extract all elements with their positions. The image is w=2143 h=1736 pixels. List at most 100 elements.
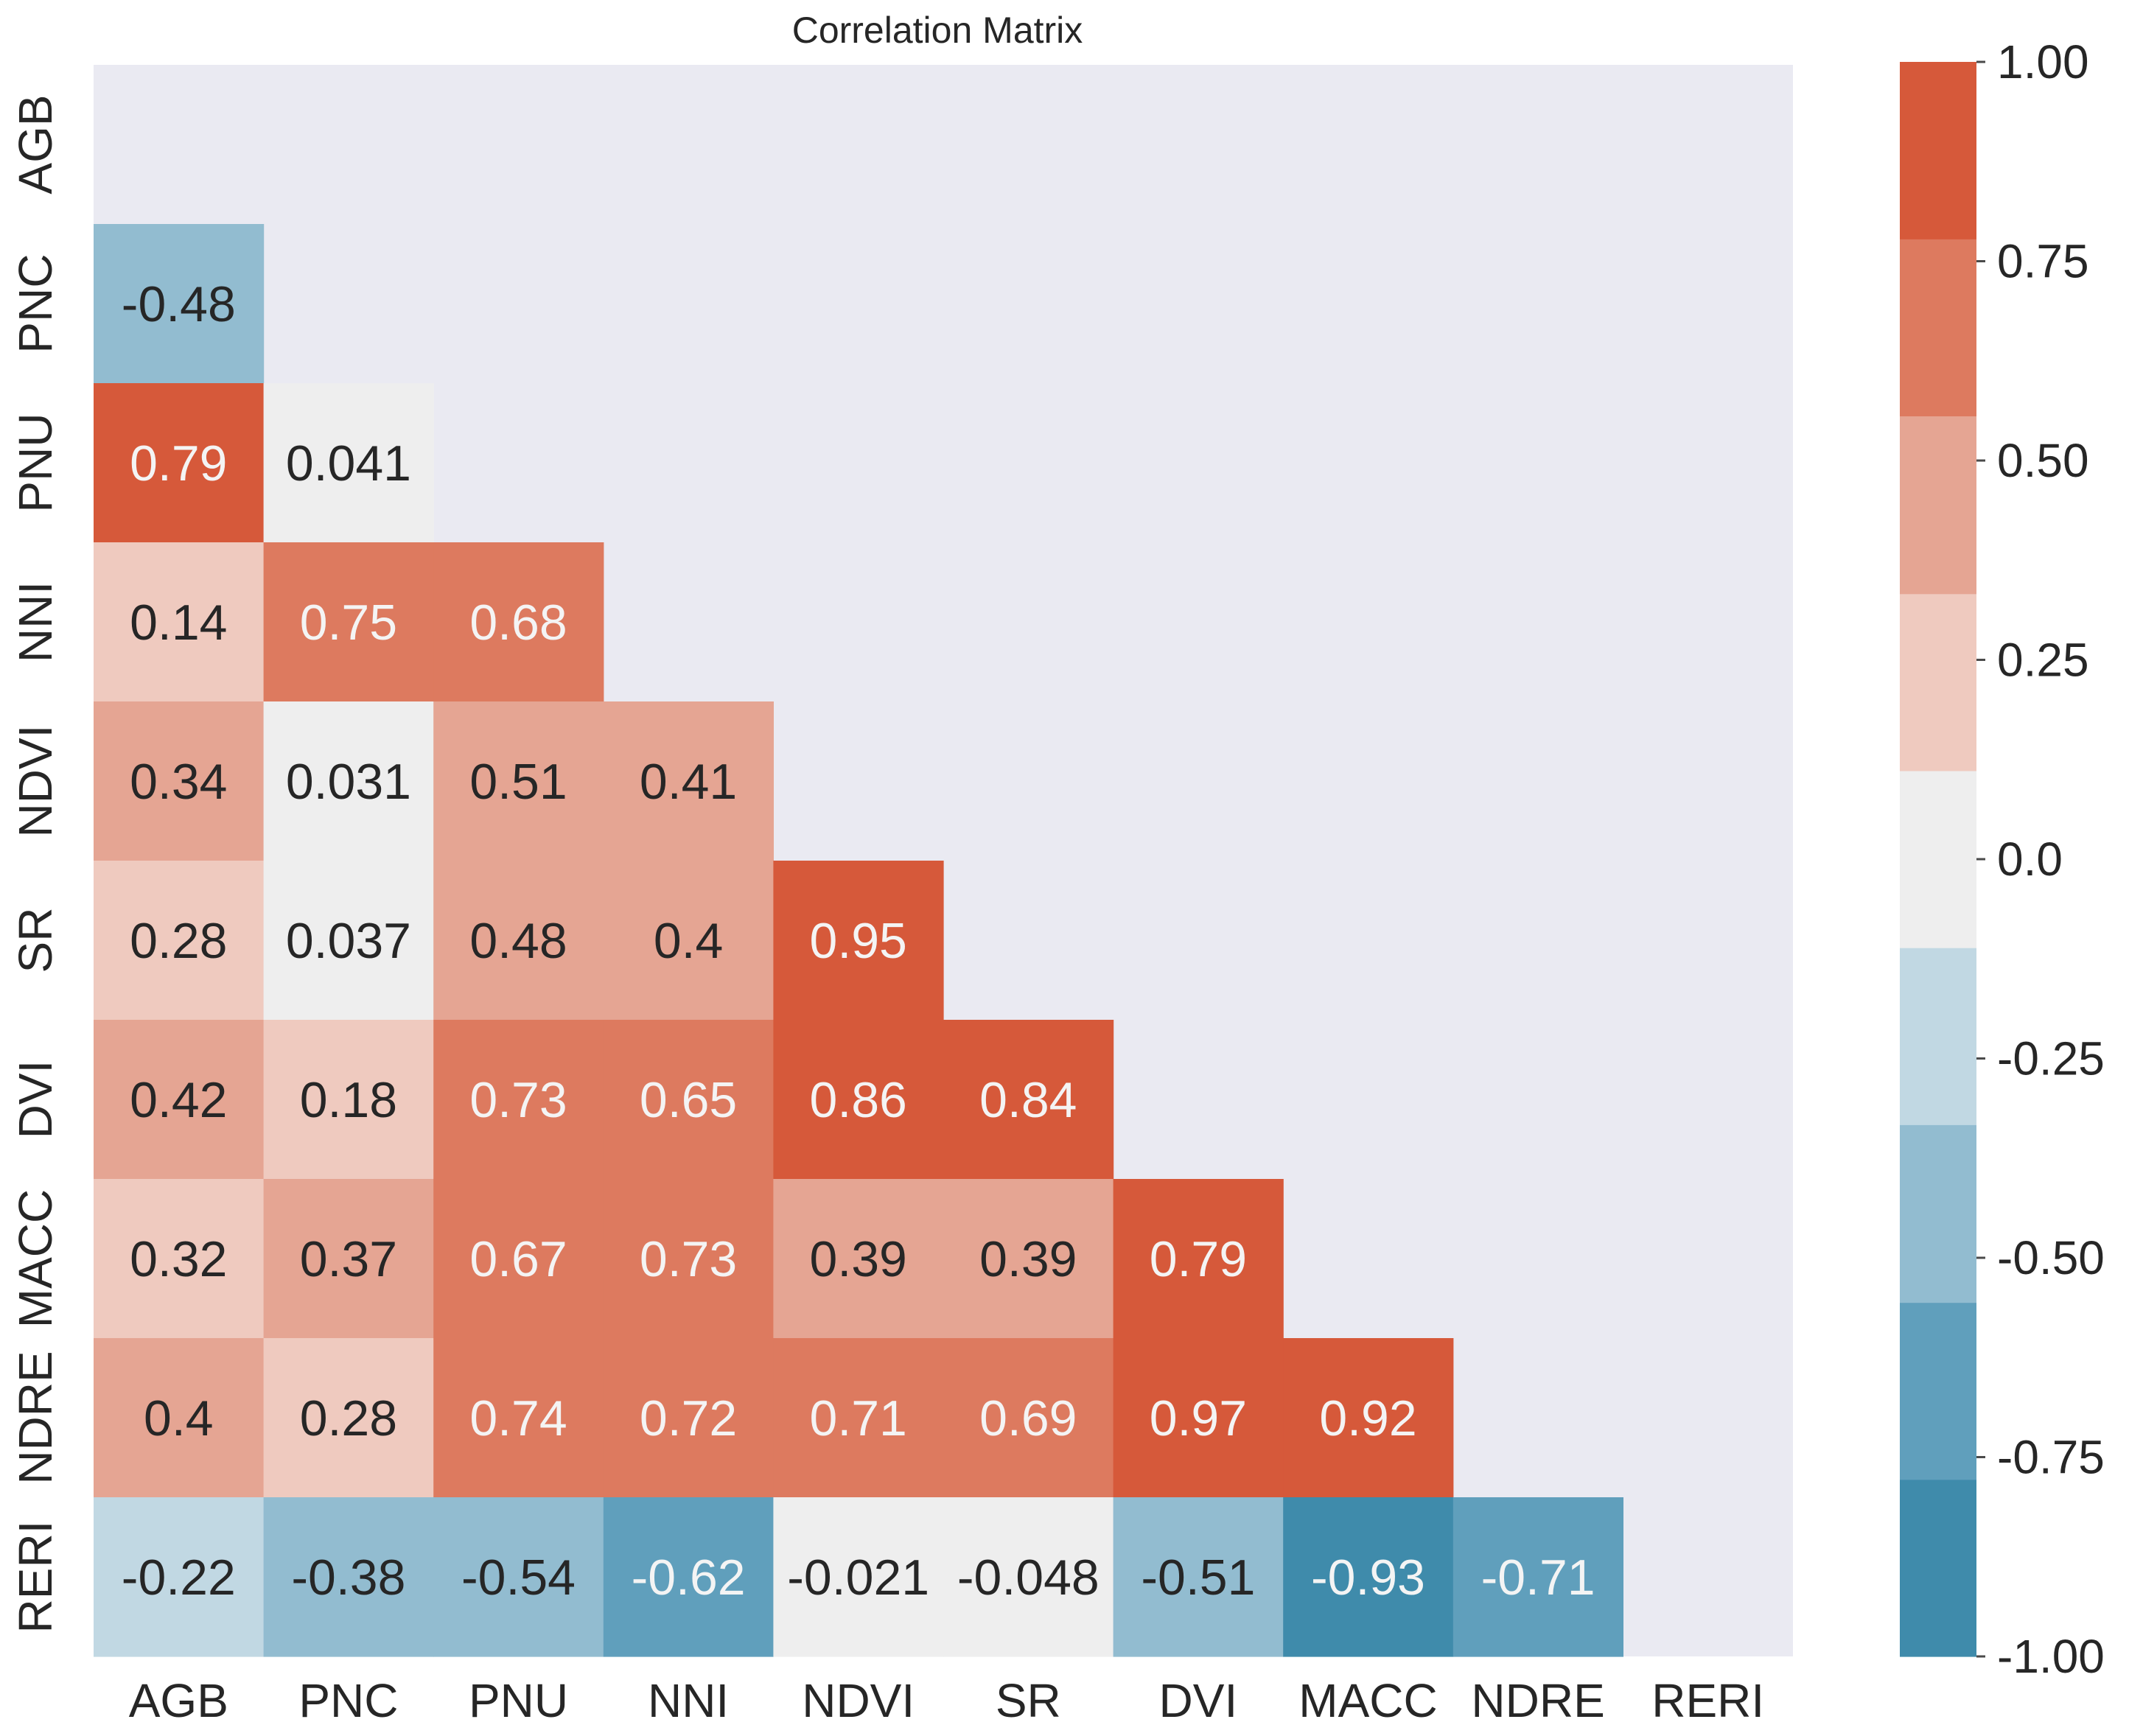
- y-tick-label-macc: MACC: [9, 1189, 62, 1328]
- cell-value-label: 0.79: [1150, 1231, 1247, 1287]
- heatmap-cell-nni-pnc: [263, 542, 434, 702]
- x-tick-label-pnc: PNC: [298, 1674, 398, 1727]
- heatmap-cell-ndre-macc: [1283, 1338, 1454, 1498]
- cell-value-label: 0.4: [654, 913, 724, 969]
- cell-value-label: -0.048: [957, 1550, 1100, 1606]
- heatmap-cell-dvi-agb: [94, 1020, 265, 1180]
- heatmap-cell-reri-sr: [943, 1497, 1114, 1657]
- y-tick-label-sr: SR: [9, 908, 62, 973]
- heatmap-cell-macc-pnc: [263, 1179, 434, 1339]
- heatmap-cell-reri-macc: [1283, 1497, 1454, 1657]
- x-tick-label-dvi: DVI: [1159, 1674, 1238, 1727]
- x-tick-label-sr: SR: [996, 1674, 1061, 1727]
- cell-value-label: -0.93: [1311, 1550, 1425, 1606]
- heatmap-cell-ndre-nni: [603, 1338, 774, 1498]
- y-tick-label-pnu: PNU: [9, 413, 62, 512]
- cell-value-label: 0.41: [640, 754, 737, 810]
- cell-value-label: -0.48: [122, 276, 236, 332]
- y-tick-label-nni: NNI: [9, 581, 62, 662]
- cell-value-label: 0.74: [469, 1390, 567, 1446]
- heatmap-cell-reri-pnc: [263, 1497, 434, 1657]
- heatmap-cell-ndre-dvi: [1113, 1338, 1284, 1498]
- heatmap-cell-macc-pnu: [433, 1179, 604, 1339]
- heatmap-cell-reri-pnu: [433, 1497, 604, 1657]
- cell-value-label: 0.48: [469, 913, 567, 969]
- heatmap-cell-ndre-pnc: [263, 1338, 434, 1498]
- cell-value-label: 0.67: [469, 1231, 567, 1287]
- heatmap-cell-reri-ndre: [1452, 1497, 1623, 1657]
- heatmap-cell-nni-agb: [94, 542, 265, 702]
- heatmap-cell-nni-pnu: [433, 542, 604, 702]
- heatmap-cell-reri-ndvi: [773, 1497, 944, 1657]
- heatmap-cell-pnu-pnc: [263, 383, 434, 543]
- cell-value-label: 0.42: [130, 1072, 227, 1128]
- cell-value-label: 0.28: [130, 913, 227, 969]
- cell-value-label: 0.4: [144, 1390, 214, 1446]
- cell-value-label: 0.28: [300, 1390, 397, 1446]
- y-tick-label-agb: AGB: [9, 94, 62, 194]
- colorbar-bin: [1900, 948, 1976, 1125]
- cell-value-label: 0.14: [130, 595, 227, 651]
- colorbar-tick-label: -0.25: [1997, 1032, 2105, 1085]
- cell-value-label: 0.75: [300, 595, 397, 651]
- heatmap-cell-ndvi-agb: [94, 701, 265, 861]
- colorbar-tick-label: 0.0: [1997, 833, 2063, 886]
- heatmap-cell-pnu-agb: [94, 383, 265, 543]
- heatmap-cell-pnc-agb: [94, 224, 265, 384]
- y-tick-label-reri: RERI: [9, 1521, 62, 1634]
- heatmap-cell-reri-nni: [603, 1497, 774, 1657]
- colorbar-bin: [1900, 1479, 1976, 1657]
- cell-value-label: -0.71: [1481, 1550, 1595, 1606]
- heatmap-cell-dvi-nni: [603, 1020, 774, 1180]
- heatmap-cell-ndvi-pnu: [433, 701, 604, 861]
- cell-value-label: 0.86: [810, 1072, 907, 1128]
- heatmap-cell-macc-ndvi: [773, 1179, 944, 1339]
- cell-value-label: 0.79: [130, 435, 227, 491]
- heatmap-cell-reri-dvi: [1113, 1497, 1284, 1657]
- heatmap-cell-macc-agb: [94, 1179, 265, 1339]
- y-tick-label-ndre: NDRE: [9, 1351, 62, 1484]
- colorbar: 1.00 0.75 0.50 0.25 0.0 -0.25 -0.50 -0.75 -1.00: [1900, 35, 2105, 1683]
- colorbar-bin: [1900, 416, 1976, 595]
- heatmap-cell-dvi-pnc: [263, 1020, 434, 1180]
- heatmap-cell-sr-ndvi: [773, 861, 944, 1021]
- cell-value-label: -0.38: [291, 1550, 405, 1606]
- cell-value-label: 0.51: [469, 754, 567, 810]
- cell-value-label: 0.34: [130, 754, 227, 810]
- heatmap-cell-ndvi-nni: [603, 701, 774, 861]
- colorbar-tick-label: -0.50: [1997, 1231, 2105, 1284]
- cell-value-label: 0.69: [979, 1390, 1077, 1446]
- y-tick-label-pnc: PNC: [9, 253, 62, 353]
- heatmap-cell-dvi-sr: [943, 1020, 1114, 1180]
- cell-value-label: -0.021: [787, 1550, 929, 1606]
- x-tick-label-ndre: NDRE: [1471, 1674, 1604, 1727]
- colorbar-bin: [1900, 770, 1976, 948]
- y-axis-tick-labels: AGB PNC PNU NNI NDVI SR DVI MACC NDRE RERI: [9, 94, 62, 1633]
- heatmap-cell-sr-pnu: [433, 861, 604, 1021]
- colorbar-tick-label: 0.25: [1997, 634, 2089, 687]
- cell-value-label: -0.22: [122, 1550, 236, 1606]
- colorbar-bin: [1900, 62, 1976, 239]
- colorbar-bin: [1900, 1302, 1976, 1480]
- colorbar-bin: [1900, 593, 1976, 771]
- y-tick-label-ndvi: NDVI: [9, 725, 62, 838]
- heatmap-cell-sr-nni: [603, 861, 774, 1021]
- heatmap-cell-dvi-ndvi: [773, 1020, 944, 1180]
- x-tick-label-agb: AGB: [129, 1674, 228, 1727]
- cell-value-label: 0.041: [286, 435, 411, 491]
- cell-value-label: 0.84: [979, 1072, 1077, 1128]
- cell-value-label: 0.32: [130, 1231, 227, 1287]
- heatmap-cell-sr-pnc: [263, 861, 434, 1021]
- chart-title: Correlation Matrix: [792, 10, 1083, 51]
- cell-value-label: 0.37: [300, 1231, 397, 1287]
- heatmap-cell-ndre-sr: [943, 1338, 1114, 1498]
- x-axis-tick-labels: AGB PNC PNU NNI NDVI SR DVI MACC NDRE RERI: [129, 1674, 1764, 1727]
- heatmap-cell-sr-agb: [94, 861, 265, 1021]
- cell-value-label: -0.62: [632, 1550, 746, 1606]
- heatmap-cell-reri-agb: [94, 1497, 265, 1657]
- heatmap-cell-ndre-ndvi: [773, 1338, 944, 1498]
- cell-value-label: 0.72: [640, 1390, 737, 1446]
- x-tick-label-pnu: PNU: [469, 1674, 568, 1727]
- y-tick-label-dvi: DVI: [9, 1060, 62, 1139]
